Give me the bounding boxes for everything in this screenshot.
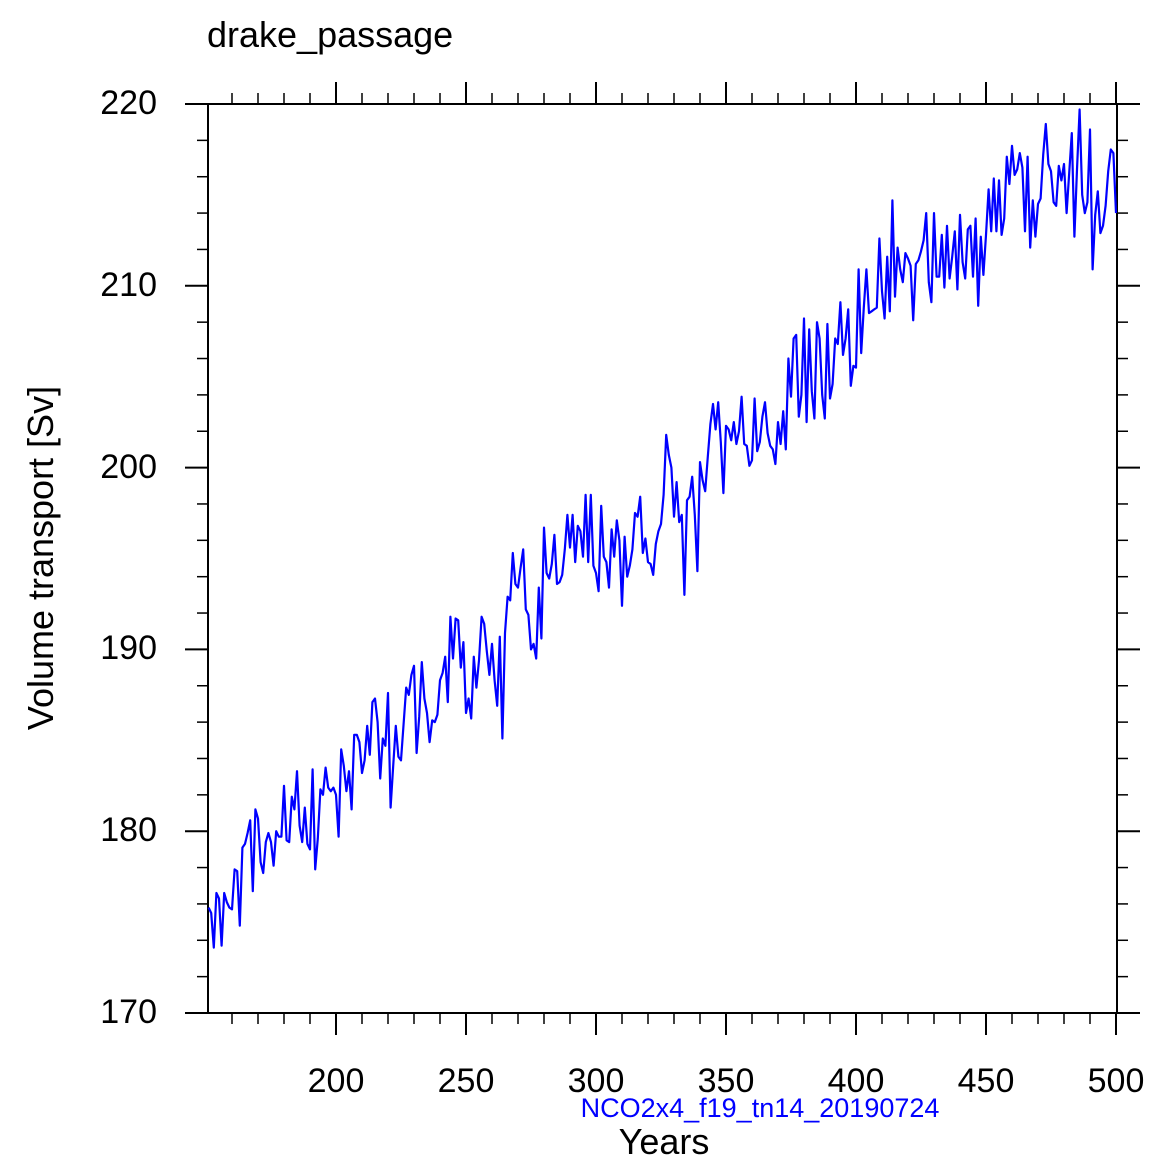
y-axis-label: Volume transport [Sv] [20,385,61,731]
data-series-line [207,108,1118,949]
y-tick-label: 190 [100,629,157,668]
plot-frame [207,103,1118,1014]
x-tick-label: 250 [437,1062,495,1100]
x-tick-label: 350 [697,1062,755,1100]
y-tick-label: 180 [100,811,157,850]
y-tick-label: 220 [100,84,157,122]
x-tick-label: 400 [827,1062,885,1100]
axis-ticks [185,82,1140,1035]
x-tick-label: 450 [957,1062,1015,1100]
x-tick-label: 500 [1087,1062,1145,1100]
x-tick-label: 200 [307,1062,365,1100]
x-axis-label: Years [618,1121,710,1162]
run-id-caption: NCO2x4_f19_tn14_20190724 [580,1093,940,1123]
y-tick-label: 200 [100,447,157,486]
chart-title: drake_passage [207,14,454,55]
y-tick-label: 210 [100,265,157,304]
y-tick-label: 170 [100,993,157,1031]
x-tick-label: 300 [567,1062,625,1100]
